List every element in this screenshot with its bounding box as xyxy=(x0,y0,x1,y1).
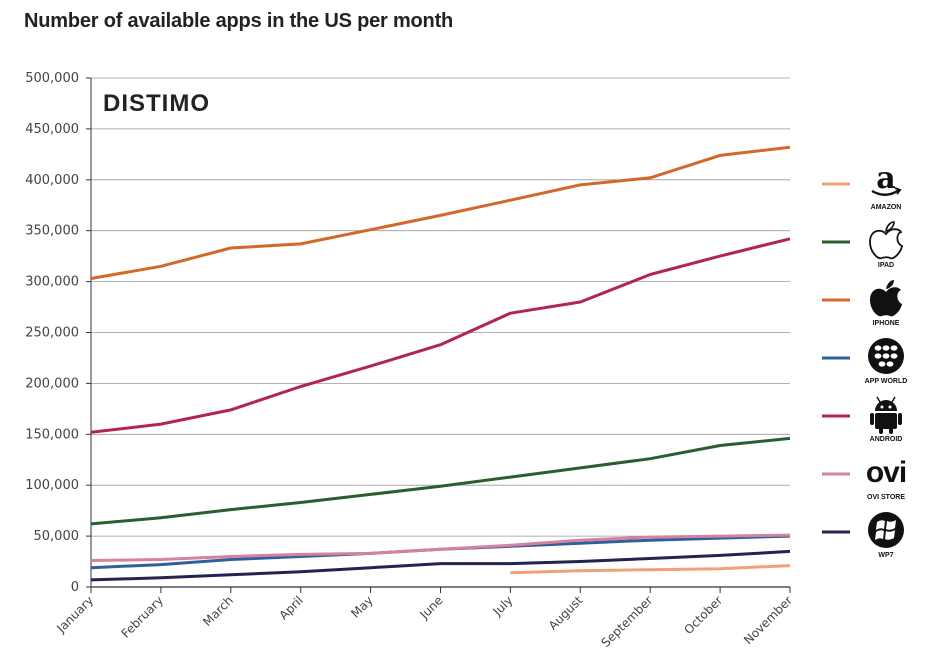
legend-item-wp7: WP7 xyxy=(822,512,904,559)
y-tick-label: 200,000 xyxy=(25,376,79,391)
y-tick-label: 150,000 xyxy=(25,427,79,442)
legend-label: OVI STORE xyxy=(867,494,905,501)
x-tick-label: April xyxy=(277,593,306,622)
blackberry-icon xyxy=(868,338,904,374)
chart-title: Number of available apps in the US per m… xyxy=(24,10,454,32)
legend-label: IPAD xyxy=(878,262,894,269)
legend-item-amazon: a AMAZON xyxy=(822,161,902,211)
apple-filled-icon xyxy=(870,280,902,317)
distimo-logo: DISTIMO xyxy=(103,90,210,117)
x-tick-label: February xyxy=(119,593,167,641)
legend-item-app-world: APP WORLD xyxy=(822,338,907,385)
y-tick-label: 500,000 xyxy=(25,71,79,86)
legend-label: APP WORLD xyxy=(865,378,908,385)
x-tick-label: November xyxy=(741,593,795,647)
y-tick-label: 400,000 xyxy=(25,173,79,188)
android-icon xyxy=(870,396,902,434)
series-line-wp7 xyxy=(90,549,791,582)
svg-text:ovi: ovi xyxy=(866,456,906,489)
y-tick-label: 450,000 xyxy=(25,122,79,137)
x-tick-label: January xyxy=(53,593,96,636)
legend-label: WP7 xyxy=(878,552,893,559)
x-tick-label: March xyxy=(200,593,236,629)
series-line-amazon xyxy=(510,564,791,575)
apple-outline-icon xyxy=(869,221,903,260)
legend-item-ovi-store: ovi OVI STORE xyxy=(822,456,907,501)
y-axis: 0 50,000 100,000 150,000 200,000 250,000 300,0… xyxy=(25,71,92,595)
grid xyxy=(91,77,790,588)
legend-item-iphone: IPHONE xyxy=(822,280,902,327)
x-tick-label: June xyxy=(417,593,446,622)
legend-label: ANDROID xyxy=(870,436,903,443)
ovi-icon: ovi xyxy=(866,456,907,489)
x-tick-label: May xyxy=(348,593,375,620)
series-line-android xyxy=(90,237,791,434)
legend-item-ipad: IPAD xyxy=(822,221,903,269)
x-tick-label: July xyxy=(490,593,516,619)
y-tick-label: 0 xyxy=(71,580,79,595)
legend-label: IPHONE xyxy=(873,320,900,327)
y-tick-label: 250,000 xyxy=(25,326,79,341)
series-line-ovi-store xyxy=(90,533,791,562)
x-axis: January February March April May June July Augu… xyxy=(53,587,795,650)
y-tick-label: 300,000 xyxy=(25,275,79,290)
y-tick-label: 100,000 xyxy=(25,478,79,493)
x-tick-label: October xyxy=(681,593,725,637)
x-tick-label: September xyxy=(599,593,656,650)
legend-item-android: ANDROID xyxy=(822,396,903,443)
series-line-ipad xyxy=(90,436,791,526)
x-tick-label: August xyxy=(546,593,586,633)
series-line-iphone xyxy=(90,145,791,280)
amazon-icon: a xyxy=(871,161,902,196)
windows-icon xyxy=(868,512,904,548)
series-lines xyxy=(90,145,791,582)
y-tick-label: 50,000 xyxy=(34,529,80,544)
legend: a AMAZON IPAD IPHONE APP WORLD ANDROID ovi OVI … xyxy=(822,161,907,559)
y-tick-label: 350,000 xyxy=(25,224,79,239)
legend-label: AMAZON xyxy=(871,204,902,211)
svg-text:a: a xyxy=(876,161,895,196)
